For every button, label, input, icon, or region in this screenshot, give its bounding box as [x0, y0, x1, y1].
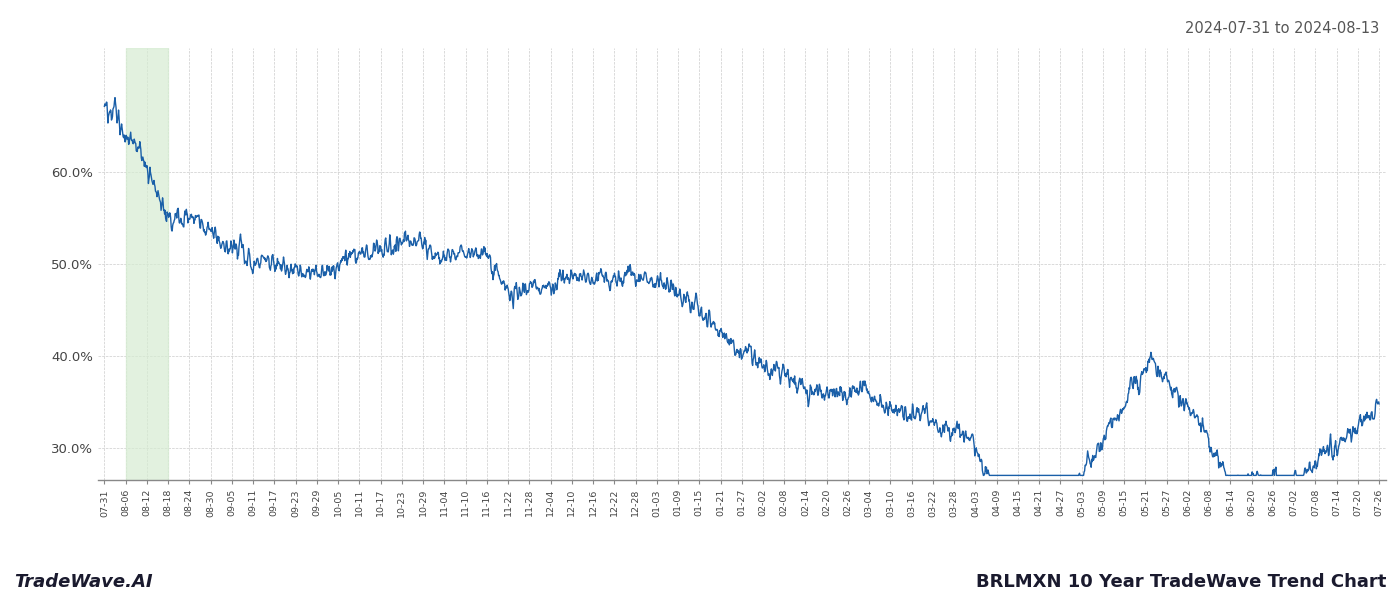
Text: 2024-07-31 to 2024-08-13: 2024-07-31 to 2024-08-13 [1184, 21, 1379, 36]
Text: TradeWave.AI: TradeWave.AI [14, 573, 153, 591]
Text: BRLMXN 10 Year TradeWave Trend Chart: BRLMXN 10 Year TradeWave Trend Chart [976, 573, 1386, 591]
Bar [126, 48, 168, 480]
